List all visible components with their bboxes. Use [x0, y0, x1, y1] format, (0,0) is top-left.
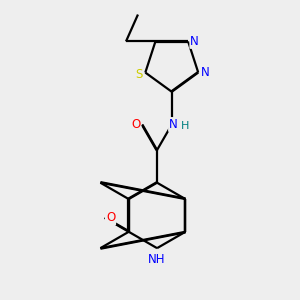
- Text: S: S: [135, 68, 142, 81]
- Text: N: N: [169, 118, 178, 131]
- Text: N: N: [190, 35, 199, 48]
- Text: NH: NH: [148, 253, 166, 266]
- Text: O: O: [131, 118, 140, 131]
- Text: O: O: [106, 212, 115, 224]
- Text: H: H: [181, 121, 190, 131]
- Text: N: N: [200, 66, 209, 79]
